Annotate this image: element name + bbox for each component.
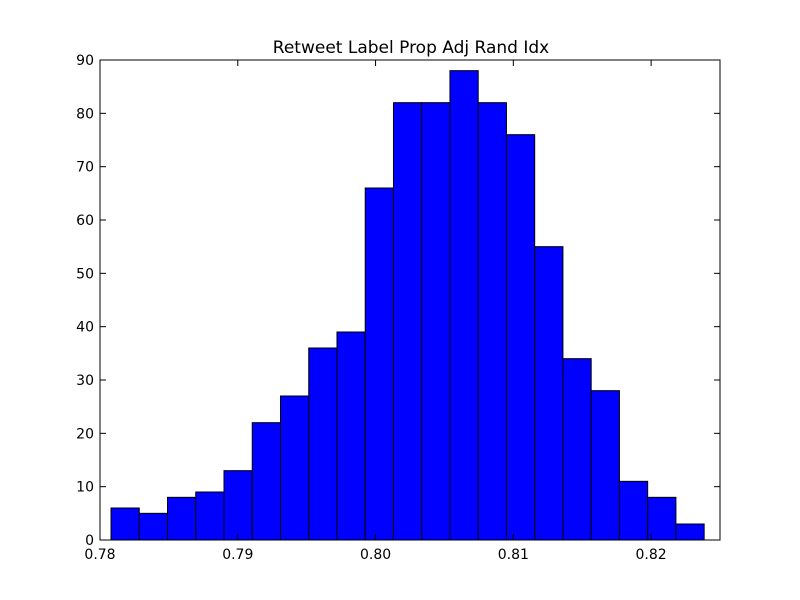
y-tick-label: 30 bbox=[76, 373, 94, 389]
y-tick-label: 90 bbox=[76, 53, 94, 69]
histogram-bar bbox=[251, 422, 281, 541]
histogram-bar bbox=[223, 470, 253, 541]
x-tick-label: 0.81 bbox=[498, 547, 529, 563]
histogram-bar bbox=[562, 358, 592, 541]
histogram-bar bbox=[534, 246, 564, 541]
histogram-bar bbox=[110, 507, 140, 541]
histogram-bar bbox=[675, 523, 705, 541]
y-tick-label: 40 bbox=[76, 320, 94, 336]
histogram-bar bbox=[364, 187, 394, 541]
plot-frame bbox=[99, 59, 721, 541]
histogram-bar bbox=[618, 480, 649, 541]
histogram-bar bbox=[505, 134, 536, 541]
histogram-bar bbox=[279, 395, 310, 541]
histogram-bar bbox=[167, 496, 197, 541]
y-tick-label: 10 bbox=[76, 480, 94, 496]
histogram-bar bbox=[195, 491, 225, 541]
ticks-group: 0.78 0.79 0.80 0.81 0.82 0 10 20 30 40 50 60 70 80 90 bbox=[76, 53, 720, 563]
bars-group bbox=[110, 70, 705, 541]
x-tick-label: 0.79 bbox=[222, 547, 253, 563]
histogram-bar bbox=[647, 496, 677, 541]
y-tick-label: 80 bbox=[76, 106, 94, 122]
x-tick-label: 0.82 bbox=[636, 547, 667, 563]
histogram-bar bbox=[138, 512, 169, 541]
histogram-bar bbox=[308, 347, 338, 541]
y-tick-label: 20 bbox=[76, 426, 94, 442]
histogram-bar bbox=[449, 70, 479, 541]
x-tick-label: 0.80 bbox=[360, 547, 391, 563]
histogram-bar bbox=[336, 331, 366, 541]
histogram-bar bbox=[590, 390, 620, 541]
y-tick-label: 70 bbox=[76, 160, 94, 176]
x-tick-label: 0.78 bbox=[84, 547, 115, 563]
y-tick-label: 60 bbox=[76, 213, 94, 229]
y-tick-label: 0 bbox=[85, 533, 94, 549]
histogram-bar bbox=[392, 102, 423, 541]
y-tick-label: 50 bbox=[76, 266, 94, 282]
histogram-bar bbox=[421, 102, 451, 541]
chart-title: Retweet Label Prop Adj Rand Idx bbox=[273, 38, 549, 58]
histogram-bar bbox=[477, 102, 507, 541]
